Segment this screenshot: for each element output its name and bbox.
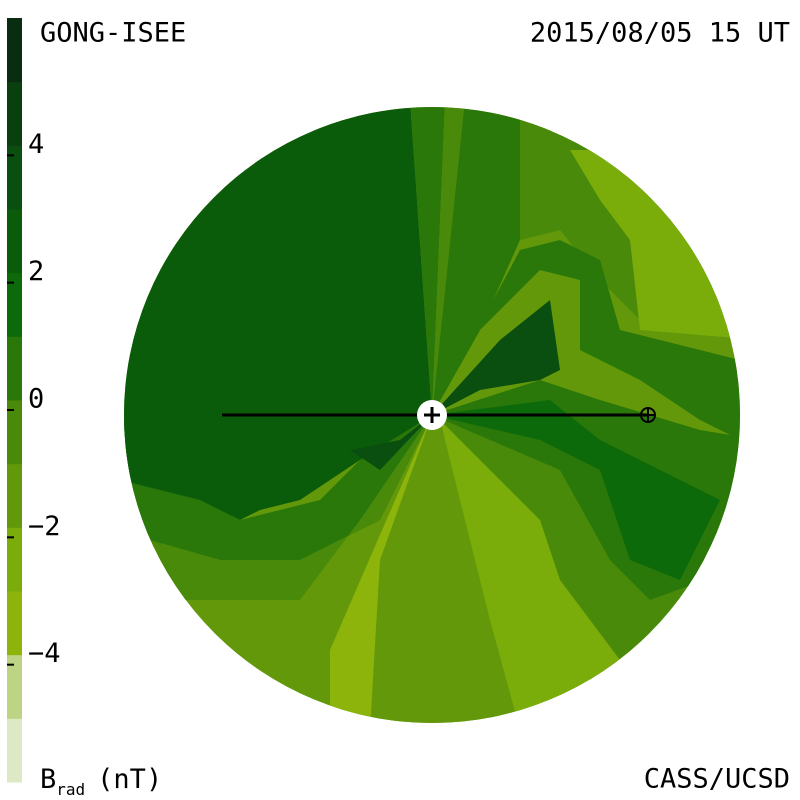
colorbar-band <box>7 718 22 783</box>
colorbar-band <box>7 145 22 210</box>
tick-label: 4 <box>28 129 44 160</box>
tick-label: 0 <box>28 384 44 415</box>
tick-label: 2 <box>28 256 44 287</box>
colorbar-band <box>7 18 22 83</box>
tick-label: −4 <box>28 638 61 669</box>
colorbar-band <box>7 81 22 146</box>
subscript: rad <box>56 780 85 799</box>
heliosphere-map <box>124 107 740 723</box>
colorbar-band <box>7 400 22 465</box>
colorbar: 4 2 0 −2 −4 <box>7 18 61 783</box>
earth-cross <box>641 408 655 422</box>
colorbar-band <box>7 463 22 528</box>
colorbar-label: Brad (nT) <box>40 764 162 799</box>
symbol: B <box>40 764 56 795</box>
sun-cross <box>424 407 440 423</box>
colorbar-band <box>7 336 22 401</box>
colorbar-band <box>7 527 22 592</box>
date-label: 2015/08/05 15 UT <box>530 18 790 49</box>
unit: (nT) <box>97 764 162 795</box>
colorbar-band <box>7 209 22 274</box>
tick-label: −2 <box>28 511 61 542</box>
colorbar-band <box>7 591 22 656</box>
source-label: GONG-ISEE <box>40 18 186 49</box>
colorbar-band <box>7 654 22 719</box>
colorbar-band <box>7 272 22 337</box>
credit-label: CASS/UCSD <box>644 764 790 795</box>
